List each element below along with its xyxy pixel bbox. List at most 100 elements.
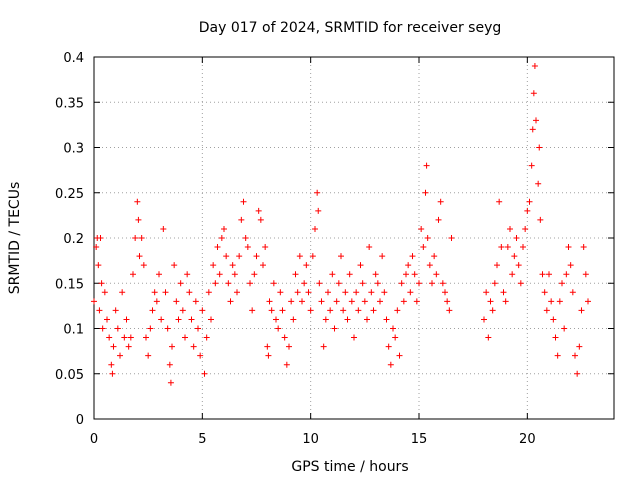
data-point <box>251 271 258 278</box>
data-point <box>396 352 403 359</box>
y-tick-label: 0.2 <box>63 232 84 247</box>
data-point <box>110 343 117 350</box>
data-point <box>552 334 559 341</box>
data-point <box>199 307 206 314</box>
data-point <box>418 225 425 232</box>
data-point <box>156 271 162 278</box>
y-tick-label: 0.35 <box>55 96 84 111</box>
data-point <box>357 262 364 269</box>
data-point <box>322 316 329 323</box>
data-point <box>236 253 243 260</box>
data-point <box>504 244 511 251</box>
data-point <box>151 289 158 296</box>
data-point <box>448 235 455 241</box>
data-point <box>135 216 142 223</box>
data-point <box>130 271 136 278</box>
data-point <box>481 316 487 323</box>
data-point <box>242 235 249 241</box>
data-point <box>574 370 581 377</box>
data-point <box>582 271 589 278</box>
data-point <box>218 235 225 241</box>
data-point <box>227 298 234 305</box>
data-point <box>292 271 299 278</box>
data-point <box>190 343 197 350</box>
data-point <box>203 334 210 341</box>
data-point <box>121 334 128 341</box>
data-point <box>411 271 418 278</box>
data-point <box>331 325 338 332</box>
data-point <box>426 262 433 269</box>
data-point <box>167 379 174 386</box>
data-point <box>275 325 282 332</box>
data-point <box>529 126 536 133</box>
data-point <box>301 280 308 287</box>
data-point <box>526 198 533 205</box>
x-tick-label: 0 <box>90 432 98 447</box>
data-point <box>413 298 420 305</box>
data-point <box>335 280 342 287</box>
data-point <box>186 289 193 296</box>
data-point <box>279 307 286 314</box>
data-point <box>307 307 314 314</box>
data-point <box>93 244 100 251</box>
data-point <box>158 316 165 323</box>
data-point <box>147 325 154 332</box>
data-point <box>379 253 386 260</box>
data-point <box>361 298 368 305</box>
data-point <box>240 198 247 205</box>
data-point <box>348 298 355 305</box>
data-point <box>572 352 578 359</box>
data-point <box>216 271 223 278</box>
data-point <box>175 316 182 323</box>
data-point <box>342 289 349 296</box>
data-point <box>238 216 245 223</box>
data-point <box>318 298 325 305</box>
data-point <box>305 289 312 296</box>
data-point <box>420 244 427 251</box>
data-point <box>112 307 119 314</box>
data-point <box>487 298 494 305</box>
data-point <box>140 262 147 269</box>
data-point <box>101 289 108 296</box>
data-point <box>249 307 256 314</box>
data-point <box>212 280 219 287</box>
data-point <box>160 225 167 232</box>
data-point <box>383 316 390 323</box>
data-point <box>567 262 574 269</box>
data-point <box>214 244 221 251</box>
data-point <box>303 262 310 269</box>
data-point <box>234 289 240 296</box>
data-point <box>109 370 116 377</box>
data-point <box>329 271 336 278</box>
data-point <box>208 316 214 323</box>
data-point <box>255 207 262 214</box>
data-point <box>312 225 318 232</box>
data-point <box>483 289 490 296</box>
data-point <box>530 90 537 97</box>
data-point <box>496 198 503 205</box>
data-point <box>522 225 529 232</box>
data-point <box>91 298 97 305</box>
data-point <box>368 289 375 296</box>
y-axis-label: SRMTID / TECUs <box>7 182 23 295</box>
data-point <box>580 244 587 251</box>
data-point <box>340 307 347 314</box>
data-point <box>136 253 143 260</box>
data-point <box>117 352 123 359</box>
data-point <box>550 316 557 323</box>
data-point <box>268 307 275 314</box>
data-point <box>96 307 103 314</box>
data-point <box>338 253 344 260</box>
data-point <box>179 307 186 314</box>
data-point <box>359 280 366 287</box>
data-point <box>195 325 201 332</box>
data-point <box>535 180 542 187</box>
data-point <box>327 307 334 314</box>
data-point <box>437 198 444 205</box>
data-point <box>320 343 327 350</box>
data-point <box>422 189 429 196</box>
data-point <box>173 298 180 305</box>
data-point <box>398 280 405 287</box>
data-point <box>270 280 277 287</box>
